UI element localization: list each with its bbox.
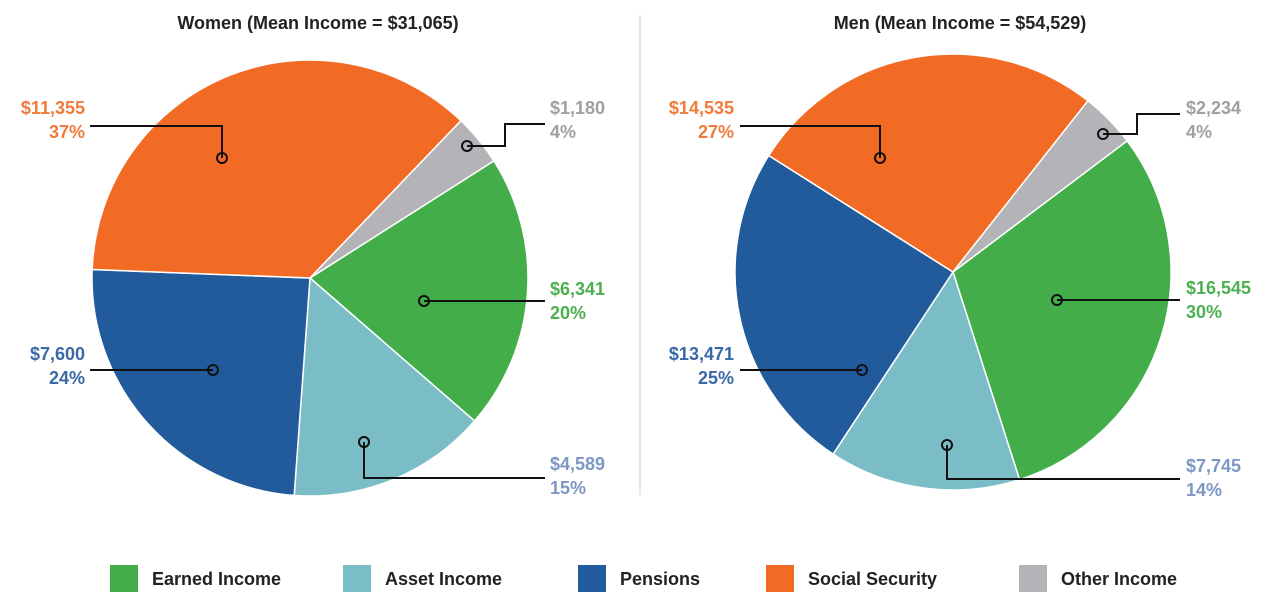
leader-dot bbox=[358, 436, 370, 448]
pie-slice bbox=[767, 53, 1090, 273]
pie-slice bbox=[308, 159, 529, 423]
leader-dot bbox=[1051, 294, 1063, 306]
pie-slice bbox=[91, 268, 311, 497]
leader-line bbox=[90, 125, 223, 158]
leader-dot bbox=[941, 439, 953, 451]
legend-label: Social Security bbox=[808, 569, 937, 589]
share-label: 25% bbox=[698, 368, 734, 388]
legend-swatch bbox=[766, 565, 794, 592]
leader-line bbox=[740, 125, 881, 158]
value-label: $7,745 bbox=[1186, 456, 1241, 476]
leader-dot bbox=[207, 364, 219, 376]
chart-title: Men (Mean Income = $54,529) bbox=[834, 13, 1087, 33]
legend-swatch bbox=[1019, 565, 1047, 592]
leader-line bbox=[467, 123, 545, 147]
share-label: 14% bbox=[1186, 480, 1222, 500]
leader-line bbox=[363, 442, 545, 479]
value-label: $7,600 bbox=[30, 344, 85, 364]
share-label: 24% bbox=[49, 368, 85, 388]
pie-slice bbox=[952, 139, 1172, 481]
leader-dot bbox=[461, 140, 473, 152]
leader-line bbox=[1103, 113, 1180, 135]
leader-dot bbox=[856, 364, 868, 376]
legend-label: Earned Income bbox=[152, 569, 281, 589]
pie-slice bbox=[952, 99, 1129, 273]
leader-dot bbox=[874, 152, 886, 164]
pie-slice bbox=[734, 154, 955, 456]
chart-title: Women (Mean Income = $31,065) bbox=[177, 13, 458, 33]
share-label: 4% bbox=[1186, 122, 1212, 142]
value-label: $1,180 bbox=[550, 98, 605, 118]
legend-swatch bbox=[110, 565, 138, 592]
legend-label: Pensions bbox=[620, 569, 700, 589]
share-label: 20% bbox=[550, 303, 586, 323]
pie-slice bbox=[91, 59, 463, 279]
value-label: $6,341 bbox=[550, 279, 605, 299]
leader-dot bbox=[216, 152, 228, 164]
pie-slice bbox=[832, 270, 1021, 491]
leader-dot bbox=[418, 295, 430, 307]
value-label: $13,471 bbox=[669, 344, 734, 364]
value-label: $2,234 bbox=[1186, 98, 1241, 118]
share-label: 4% bbox=[550, 122, 576, 142]
share-label: 15% bbox=[550, 478, 586, 498]
leader-dot bbox=[1097, 128, 1109, 140]
pie-slice bbox=[293, 276, 476, 497]
legend-label: Asset Income bbox=[385, 569, 502, 589]
legend-swatch bbox=[578, 565, 606, 592]
value-label: $16,545 bbox=[1186, 278, 1251, 298]
legend-swatch bbox=[343, 565, 371, 592]
leader-line bbox=[946, 445, 1180, 480]
pie-slice bbox=[309, 119, 495, 279]
value-label: $14,535 bbox=[669, 98, 734, 118]
legend-label: Other Income bbox=[1061, 569, 1177, 589]
share-label: 30% bbox=[1186, 302, 1222, 322]
value-label: $4,589 bbox=[550, 454, 605, 474]
share-label: 37% bbox=[49, 122, 85, 142]
value-label: $11,355 bbox=[21, 98, 85, 118]
share-label: 27% bbox=[698, 122, 734, 142]
